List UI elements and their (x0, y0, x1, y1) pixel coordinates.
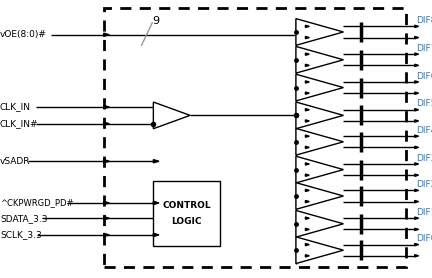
Polygon shape (305, 217, 309, 219)
Polygon shape (305, 146, 309, 148)
Polygon shape (415, 244, 419, 246)
Polygon shape (305, 92, 309, 94)
Text: DIF4: DIF4 (416, 126, 432, 135)
Polygon shape (415, 163, 419, 165)
Polygon shape (305, 109, 309, 111)
Polygon shape (415, 92, 419, 94)
Polygon shape (305, 64, 309, 66)
Polygon shape (296, 19, 343, 45)
Polygon shape (104, 105, 109, 109)
Text: DIF6: DIF6 (416, 71, 432, 81)
Text: DIF1: DIF1 (416, 208, 432, 217)
Polygon shape (415, 228, 419, 230)
Polygon shape (305, 228, 309, 230)
Polygon shape (305, 189, 309, 192)
Polygon shape (305, 163, 309, 165)
Polygon shape (104, 217, 109, 220)
Text: LOGIC: LOGIC (172, 217, 202, 226)
Text: CLK_IN#: CLK_IN# (0, 119, 38, 128)
Text: DIF0: DIF0 (416, 234, 432, 243)
Polygon shape (415, 109, 419, 111)
Polygon shape (415, 189, 419, 192)
Polygon shape (104, 160, 109, 163)
Polygon shape (104, 233, 109, 237)
Polygon shape (305, 36, 309, 39)
Polygon shape (305, 255, 309, 257)
Polygon shape (296, 156, 343, 183)
Polygon shape (296, 46, 343, 73)
Polygon shape (296, 74, 343, 101)
Polygon shape (415, 81, 419, 83)
Polygon shape (415, 25, 419, 28)
Text: DIF8: DIF8 (416, 16, 432, 25)
Text: DIF5: DIF5 (416, 99, 432, 108)
Polygon shape (296, 183, 343, 209)
Text: DIF3: DIF3 (416, 153, 432, 163)
Polygon shape (305, 120, 309, 122)
Polygon shape (153, 233, 159, 237)
Polygon shape (415, 217, 419, 219)
Polygon shape (104, 201, 109, 205)
Text: DIF7: DIF7 (416, 44, 432, 53)
Polygon shape (415, 135, 419, 137)
Polygon shape (305, 81, 309, 83)
Polygon shape (415, 174, 419, 176)
Polygon shape (296, 237, 343, 264)
Polygon shape (305, 25, 309, 28)
Polygon shape (153, 160, 159, 163)
Polygon shape (415, 64, 419, 66)
Polygon shape (415, 36, 419, 39)
Text: CLK_IN: CLK_IN (0, 103, 31, 111)
Text: DIF2: DIF2 (416, 180, 432, 189)
Text: ^CKPWRGD_PD#: ^CKPWRGD_PD# (0, 198, 73, 207)
Text: SCLK_3.3: SCLK_3.3 (0, 230, 42, 239)
Polygon shape (415, 146, 419, 148)
Text: 9: 9 (152, 16, 159, 26)
Polygon shape (296, 102, 343, 129)
Polygon shape (305, 135, 309, 137)
Text: vSADR: vSADR (0, 157, 31, 166)
Text: CONTROL: CONTROL (162, 200, 211, 210)
Polygon shape (296, 128, 343, 155)
Bar (104, 8, 406, 267)
Text: vOE(8:0)#: vOE(8:0)# (0, 30, 47, 39)
Polygon shape (305, 174, 309, 176)
Polygon shape (305, 244, 309, 246)
Bar (153, 181, 220, 246)
Polygon shape (104, 122, 109, 125)
Polygon shape (296, 210, 343, 237)
Polygon shape (153, 102, 190, 129)
Polygon shape (415, 120, 419, 122)
Polygon shape (104, 33, 109, 36)
Polygon shape (305, 53, 309, 55)
Polygon shape (305, 200, 309, 203)
Polygon shape (415, 255, 419, 257)
Polygon shape (415, 53, 419, 55)
Polygon shape (153, 201, 159, 205)
Polygon shape (415, 200, 419, 203)
Text: SDATA_3.3: SDATA_3.3 (0, 214, 48, 223)
